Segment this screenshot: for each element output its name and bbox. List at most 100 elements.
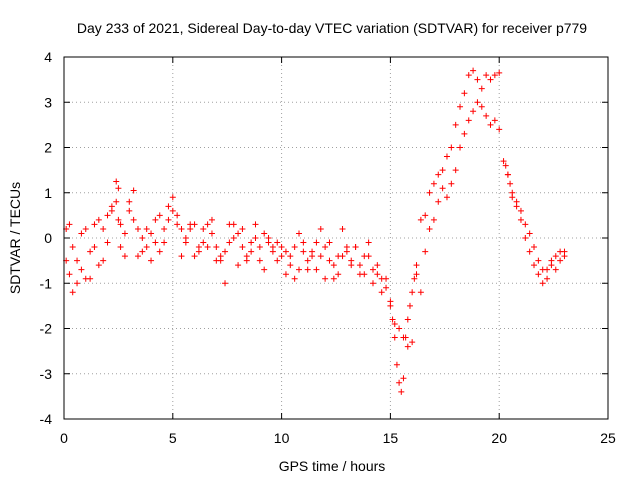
data-point: [274, 239, 281, 246]
data-point: [208, 216, 215, 223]
data-point: [87, 248, 94, 255]
data-point: [439, 185, 446, 192]
data-point: [182, 235, 189, 241]
data-point: [439, 167, 446, 174]
data-point: [369, 280, 376, 287]
data-point: [222, 280, 229, 287]
data-point: [278, 253, 285, 260]
data-point: [389, 316, 396, 323]
data-point: [330, 262, 337, 269]
data-point: [411, 275, 418, 282]
data-point: [396, 325, 403, 332]
data-point: [161, 239, 168, 246]
data-point: [400, 375, 407, 382]
data-point: [552, 253, 559, 260]
data-point: [291, 244, 298, 251]
data-point: [413, 262, 420, 269]
data-point: [235, 230, 242, 237]
data-point: [348, 262, 355, 269]
data-point: [483, 72, 490, 79]
data-point: [87, 275, 94, 282]
data-point: [208, 230, 215, 237]
data-point: [82, 225, 89, 232]
data-point: [417, 289, 424, 296]
data-point: [113, 178, 120, 185]
data-point: [169, 207, 176, 214]
data-point: [396, 379, 403, 386]
data-point: [287, 253, 294, 260]
data-point: [365, 239, 372, 246]
data-point: [108, 207, 115, 214]
data-point: [426, 225, 433, 232]
data-point: [335, 271, 342, 278]
data-point: [95, 262, 102, 269]
data-point: [252, 221, 259, 228]
x-tick-label: 5: [169, 430, 177, 446]
data-point: [126, 198, 133, 205]
data-point: [152, 239, 159, 246]
data-points: [63, 67, 568, 395]
data-point: [309, 248, 316, 255]
data-point: [296, 230, 303, 237]
data-point: [374, 262, 381, 269]
data-point: [400, 334, 407, 341]
data-point: [317, 253, 324, 260]
data-point: [91, 221, 98, 228]
data-point: [365, 253, 372, 260]
y-tick-label: -4: [40, 411, 53, 427]
data-point: [561, 253, 568, 260]
data-point: [313, 239, 320, 246]
data-point: [387, 302, 394, 309]
data-point: [213, 257, 220, 264]
data-point: [248, 239, 255, 246]
data-point: [339, 253, 346, 260]
data-point: [435, 198, 442, 205]
data-point: [443, 153, 450, 160]
data-point: [522, 235, 529, 241]
data-point: [300, 239, 307, 246]
data-point: [496, 126, 503, 133]
data-point: [291, 275, 298, 282]
data-point: [217, 253, 224, 260]
data-point: [243, 253, 250, 260]
data-point: [330, 275, 337, 282]
y-tick-label: -2: [40, 321, 53, 337]
data-point: [430, 216, 437, 223]
data-point: [74, 257, 81, 264]
data-point: [409, 289, 416, 296]
data-point: [496, 69, 503, 76]
data-point: [393, 361, 400, 368]
data-point: [226, 239, 233, 246]
data-point: [487, 76, 494, 83]
data-point: [265, 239, 272, 246]
data-point: [191, 221, 198, 228]
data-point: [448, 144, 455, 151]
data-point: [406, 302, 413, 309]
data-point: [491, 117, 498, 124]
data-point: [100, 225, 107, 232]
y-tick-label: -1: [40, 275, 53, 291]
data-point: [452, 121, 459, 128]
data-point: [500, 158, 507, 165]
data-point: [66, 221, 73, 228]
data-point: [383, 284, 390, 291]
data-point: [474, 76, 481, 83]
data-point: [248, 248, 255, 255]
data-point: [461, 90, 468, 97]
data-point: [156, 248, 163, 255]
data-point: [115, 216, 122, 223]
data-point: [200, 239, 207, 246]
x-tick-label: 15: [383, 430, 399, 446]
data-point: [69, 244, 76, 251]
data-point: [404, 316, 411, 323]
y-tick-label: -3: [40, 366, 53, 382]
data-point: [256, 257, 263, 264]
data-point: [539, 266, 546, 273]
data-point: [435, 171, 442, 178]
data-point: [156, 212, 163, 219]
data-point: [509, 189, 516, 196]
data-point: [383, 275, 390, 282]
data-point: [239, 244, 246, 251]
data-point: [274, 257, 281, 264]
